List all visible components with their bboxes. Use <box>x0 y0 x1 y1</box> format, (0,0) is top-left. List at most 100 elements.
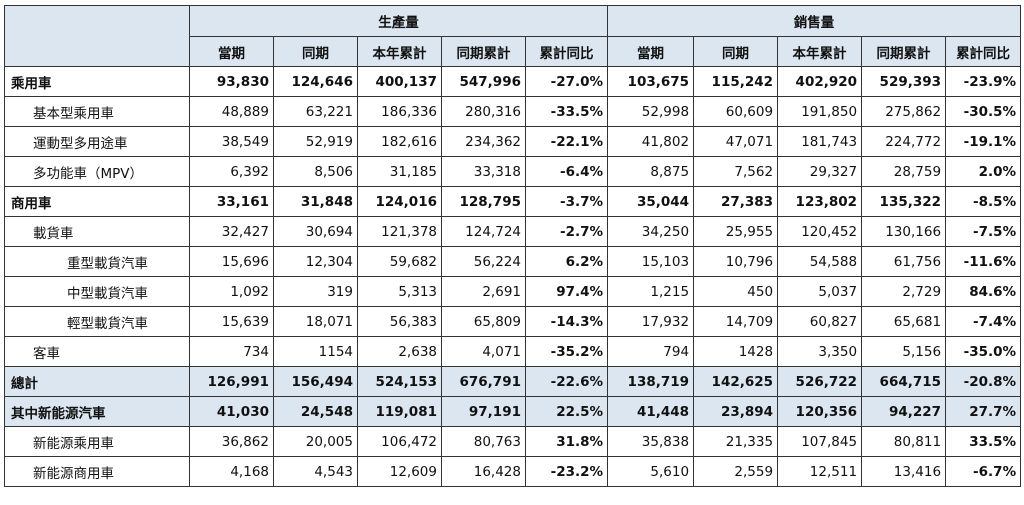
sales-col-prior-ytd: 同期累計 <box>861 36 947 67</box>
production-current-cell: 48,889 <box>189 96 274 127</box>
sales-prior-ytd-cell: 61,756 <box>861 246 947 277</box>
production-prior-cell: 52,919 <box>273 126 358 157</box>
sales-current-cell: 34,250 <box>607 216 695 247</box>
production-ytd-cell: 182,616 <box>357 126 442 157</box>
production-ytd-cell: 59,682 <box>357 246 442 277</box>
sales-col-prior: 同期 <box>693 36 779 67</box>
production-current-cell: 41,030 <box>189 396 274 427</box>
sales-current-cell: 41,448 <box>607 396 695 427</box>
production-current-cell: 15,639 <box>189 306 274 337</box>
production-ytd-cell: 119,081 <box>357 396 442 427</box>
production-prior-ytd-cell: 234,362 <box>441 126 526 157</box>
table-row: 總計 126,991 156,494 524,153 676,791 -22.6% 138,… <box>4 366 1022 397</box>
production-prior-cell: 31,848 <box>273 186 358 217</box>
sales-prior-ytd-cell: 28,759 <box>861 156 947 187</box>
production-col-prior: 同期 <box>273 36 358 67</box>
vehicle-production-sales-table: 生產量 銷售量 當期 同期 本年累計 同期累計 累計同比 當期 同期 本年累計 … <box>4 5 1022 487</box>
sales-ytd-cell: 60,827 <box>777 306 863 337</box>
production-prior-ytd-cell: 547,996 <box>441 66 526 97</box>
sales-current-cell: 52,998 <box>607 96 695 127</box>
sales-prior-cell: 14,709 <box>693 306 779 337</box>
sales-prior-cell: 60,609 <box>693 96 779 127</box>
sales-prior-ytd-cell: 13,416 <box>861 456 947 487</box>
sales-prior-ytd-cell: 529,393 <box>861 66 947 97</box>
sales-ytd-cell: 5,037 <box>777 276 863 307</box>
production-prior-cell: 319 <box>273 276 358 307</box>
row-label: 中型載貨汽車 <box>4 276 190 307</box>
sales-prior-ytd-cell: 2,729 <box>861 276 947 307</box>
sales-prior-cell: 47,071 <box>693 126 779 157</box>
production-prior-ytd-cell: 124,724 <box>441 216 526 247</box>
sales-ytd-cell: 181,743 <box>777 126 863 157</box>
sales-current-cell: 1,215 <box>607 276 695 307</box>
sales-prior-ytd-cell: 80,811 <box>861 426 947 457</box>
production-col-ytd-yoy: 累計同比 <box>524 36 609 67</box>
production-prior-cell: 12,304 <box>273 246 358 277</box>
sales-ytd-cell: 526,722 <box>777 366 863 397</box>
production-ytd-yoy-cell: -35.2% <box>524 336 609 367</box>
sales-current-cell: 17,932 <box>607 306 695 337</box>
production-ytd-cell: 106,472 <box>357 426 442 457</box>
row-label: 輕型載貨汽車 <box>4 306 190 337</box>
sales-current-cell: 138,719 <box>607 366 695 397</box>
table-row: 其中新能源汽車 41,030 24,548 119,081 97,191 22.5% 41,… <box>4 396 1022 427</box>
table-row: 客車 734 1154 2,638 4,071 -35.2% 794 1428 3,350 5,1… <box>4 336 1022 367</box>
production-prior-ytd-cell: 128,795 <box>441 186 526 217</box>
row-label: 客車 <box>4 336 190 367</box>
sales-prior-cell: 23,894 <box>693 396 779 427</box>
production-ytd-yoy-cell: 6.2% <box>524 246 609 277</box>
sales-ytd-yoy-cell: 2.0% <box>945 156 1022 187</box>
sales-ytd-cell: 12,511 <box>777 456 863 487</box>
production-current-cell: 33,161 <box>189 186 274 217</box>
sales-prior-cell: 1428 <box>693 336 779 367</box>
sales-current-cell: 103,675 <box>607 66 695 97</box>
sales-ytd-cell: 120,452 <box>777 216 863 247</box>
production-ytd-yoy-cell: 22.5% <box>524 396 609 427</box>
sales-ytd-yoy-cell: -35.0% <box>945 336 1022 367</box>
table-body: 乘用車 93,830 124,646 400,137 547,996 -27.0% 103,… <box>4 66 1022 487</box>
sales-current-cell: 5,610 <box>607 456 695 487</box>
production-current-cell: 38,549 <box>189 126 274 157</box>
sales-prior-cell: 25,955 <box>693 216 779 247</box>
production-current-cell: 15,696 <box>189 246 274 277</box>
row-label: 總計 <box>4 366 190 397</box>
production-prior-ytd-cell: 56,224 <box>441 246 526 277</box>
sales-ytd-cell: 54,588 <box>777 246 863 277</box>
table-row: 多功能車（MPV） 6,392 8,506 31,185 33,318 -6.4% 8,87… <box>4 156 1022 187</box>
sales-col-current: 當期 <box>607 36 695 67</box>
production-prior-ytd-cell: 33,318 <box>441 156 526 187</box>
sales-prior-ytd-cell: 275,862 <box>861 96 947 127</box>
table-row: 商用車 33,161 31,848 124,016 128,795 -3.7% 35,044… <box>4 186 1022 217</box>
sales-ytd-cell: 120,356 <box>777 396 863 427</box>
production-current-cell: 36,862 <box>189 426 274 457</box>
production-prior-cell: 124,646 <box>273 66 358 97</box>
sales-ytd-yoy-cell: -6.7% <box>945 456 1022 487</box>
production-prior-ytd-cell: 97,191 <box>441 396 526 427</box>
sales-current-cell: 794 <box>607 336 695 367</box>
row-label: 新能源乘用車 <box>4 426 190 457</box>
production-current-cell: 6,392 <box>189 156 274 187</box>
table-row: 載貨車 32,427 30,694 121,378 124,724 -2.7% 34,250… <box>4 216 1022 247</box>
production-ytd-cell: 524,153 <box>357 366 442 397</box>
sales-prior-cell: 21,335 <box>693 426 779 457</box>
production-ytd-yoy-cell: 97.4% <box>524 276 609 307</box>
vehicle-production-sales-table-wrapper: 生產量 銷售量 當期 同期 本年累計 同期累計 累計同比 當期 同期 本年累計 … <box>4 5 1022 487</box>
row-label: 載貨車 <box>4 216 190 247</box>
table-row: 中型載貨汽車 1,092 319 5,313 2,691 97.4% 1,215 450 5,0… <box>4 276 1022 307</box>
table-row: 新能源乘用車 36,862 20,005 106,472 80,763 31.8% 35,8… <box>4 426 1022 457</box>
production-ytd-yoy-cell: -33.5% <box>524 96 609 127</box>
sales-ytd-yoy-cell: -20.8% <box>945 366 1022 397</box>
group-header-row: 生產量 銷售量 <box>4 5 1022 67</box>
sales-ytd-cell: 123,802 <box>777 186 863 217</box>
sales-ytd-yoy-cell: -7.5% <box>945 216 1022 247</box>
production-prior-ytd-cell: 676,791 <box>441 366 526 397</box>
production-ytd-cell: 2,638 <box>357 336 442 367</box>
sales-ytd-yoy-cell: 84.6% <box>945 276 1022 307</box>
row-label: 其中新能源汽車 <box>4 396 190 427</box>
production-ytd-yoy-cell: -22.6% <box>524 366 609 397</box>
sales-prior-cell: 115,242 <box>693 66 779 97</box>
sales-ytd-yoy-cell: -7.4% <box>945 306 1022 337</box>
production-ytd-yoy-cell: -22.1% <box>524 126 609 157</box>
production-ytd-yoy-cell: -6.4% <box>524 156 609 187</box>
sales-col-ytd-yoy: 累計同比 <box>945 36 1022 67</box>
